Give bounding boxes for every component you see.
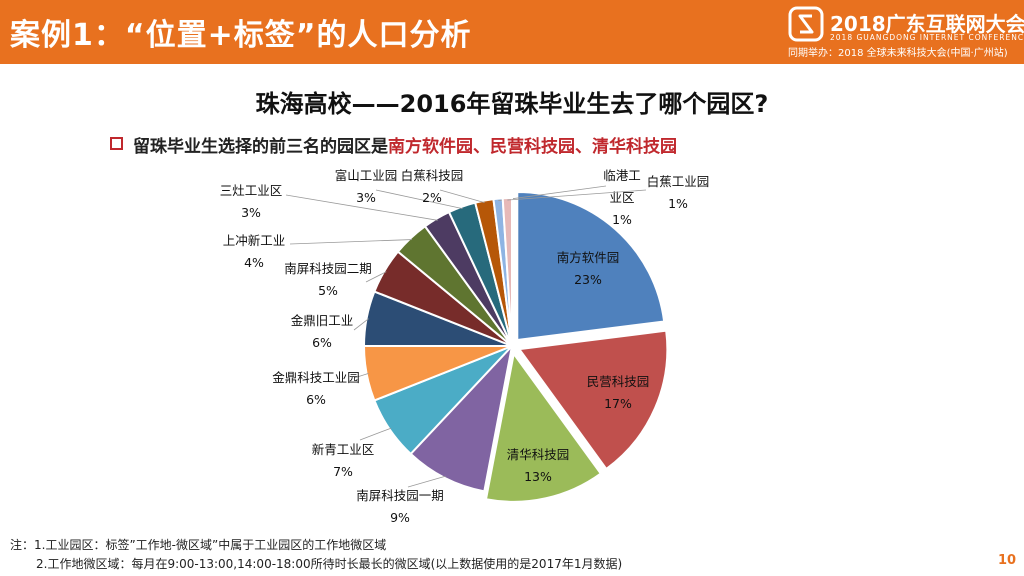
footnote-line-1: 注：1.工业园区：标签”工作地-微区域”中属于工业园区的工作地微区域 [10, 538, 387, 552]
pie-slice [516, 190, 666, 342]
leader-line [498, 185, 607, 202]
summary-text: 留珠毕业生选择的前三名的园区是 [133, 137, 388, 157]
slice-name-label: 白蕉工业园 [647, 174, 710, 189]
slice-name-label: 三灶工业区 [220, 183, 283, 198]
slice-name-label: 南屏科技园二期 [284, 261, 372, 276]
slice-name-label: 南屏科技园一期 [356, 488, 444, 503]
brand-subtitle: 同期举办：2018 全球未来科技大会(中国·广州站) [788, 48, 1008, 59]
slice-name-label: 白蕉科技园 [401, 168, 464, 183]
slice-name-label: 上冲新工业 [223, 233, 286, 248]
slice-percent-label: 3% [356, 190, 376, 205]
slice-percent-label: 9% [390, 510, 410, 525]
slice-name-label: 民营科技园 [587, 374, 650, 389]
leader-line [353, 318, 369, 331]
slice-name-label: 业区 [609, 190, 634, 205]
slice-name-label: 富山工业园 [335, 168, 398, 183]
slice-percent-label: 3% [241, 205, 261, 220]
pie-slice [517, 329, 669, 471]
leader-line [359, 427, 392, 441]
slide-title: 案例1：“位置+标签”的人口分析 [10, 18, 472, 53]
slice-name-label: 新青工业区 [312, 442, 375, 457]
slice-percent-label: 23% [574, 272, 602, 287]
slice-percent-label: 1% [612, 212, 632, 227]
slice-name-label: 金鼎旧工业 [291, 313, 354, 328]
leader-line [285, 194, 438, 221]
pie-slice [501, 196, 513, 347]
footnote-line-2: 2.工作地微区域：每月在9:00-13:00,14:00-18:00所待时长最长… [36, 557, 623, 571]
slice-name-label: 清华科技园 [507, 447, 570, 462]
chart-heading: 珠海高校——2016年留珠毕业生去了哪个园区? [255, 90, 769, 118]
slice-percent-label: 13% [524, 469, 552, 484]
slice-name-label: 南方软件园 [557, 250, 620, 265]
leader-line [407, 475, 446, 488]
slice-percent-label: 1% [668, 196, 688, 211]
summary-bullet: 留珠毕业生选择的前三名的园区是南方软件园、民营科技园、清华科技园 [110, 132, 677, 157]
slice-percent-label: 7% [333, 464, 353, 479]
brand-name: 2018广东互联网大会 [830, 12, 1024, 36]
header-bar: 案例1：“位置+标签”的人口分析 2018广东互联网大会 2018 GUANGD… [0, 0, 1024, 64]
brand-english-name: 2018 GUANGDONG INTERNET CONFERENCE [830, 33, 1024, 42]
leader-line [353, 372, 369, 379]
slice-percent-label: 2% [422, 190, 442, 205]
slice-name-label: 临港工 [603, 168, 641, 183]
square-bullet-icon [110, 137, 123, 150]
leader-line [375, 189, 463, 210]
pie-slice [484, 351, 603, 503]
summary-highlight: 南方软件园、民营科技园、清华科技园 [388, 137, 677, 157]
conference-brand: 2018广东互联网大会 2018 GUANGDONG INTERNET CONF… [788, 6, 1024, 60]
conference-logo-icon [788, 6, 824, 42]
slice-percent-label: 5% [318, 283, 338, 298]
slice-name-label: 金鼎科技工业园 [272, 370, 360, 385]
leader-line [365, 271, 387, 283]
page-number: 10 [998, 553, 1017, 568]
pie-slice [409, 342, 514, 493]
leader-line [439, 189, 485, 203]
slice-percent-label: 4% [244, 255, 264, 270]
slice-percent-label: 6% [306, 392, 326, 407]
slice-percent-label: 6% [312, 335, 332, 350]
slice-percent-label: 17% [604, 396, 632, 411]
leader-line [289, 239, 413, 245]
leader-line [507, 189, 647, 201]
